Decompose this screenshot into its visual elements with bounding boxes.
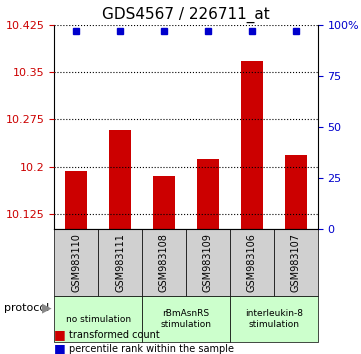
- Text: GSM983110: GSM983110: [71, 233, 81, 292]
- Text: no stimulation: no stimulation: [65, 314, 131, 324]
- Text: ■: ■: [54, 328, 66, 341]
- Text: GSM983107: GSM983107: [291, 233, 301, 292]
- FancyBboxPatch shape: [230, 296, 318, 342]
- Text: interleukin-8
stimulation: interleukin-8 stimulation: [245, 309, 303, 329]
- Text: ▶: ▶: [42, 302, 51, 314]
- FancyBboxPatch shape: [142, 229, 186, 296]
- Text: GSM983111: GSM983111: [115, 233, 125, 292]
- FancyBboxPatch shape: [186, 229, 230, 296]
- Text: transformed count: transformed count: [69, 330, 159, 339]
- Text: GSM983106: GSM983106: [247, 233, 257, 292]
- Title: GDS4567 / 226711_at: GDS4567 / 226711_at: [102, 7, 270, 23]
- Bar: [241, 61, 263, 229]
- FancyBboxPatch shape: [54, 229, 98, 296]
- Bar: [65, 171, 87, 229]
- Bar: [285, 155, 307, 229]
- FancyBboxPatch shape: [230, 229, 274, 296]
- FancyBboxPatch shape: [274, 229, 318, 296]
- Text: ■: ■: [54, 342, 66, 354]
- Text: percentile rank within the sample: percentile rank within the sample: [69, 344, 234, 354]
- Text: protocol: protocol: [4, 303, 49, 313]
- Text: GSM983108: GSM983108: [159, 233, 169, 292]
- Bar: [109, 130, 131, 229]
- FancyBboxPatch shape: [98, 229, 142, 296]
- Text: rBmAsnRS
stimulation: rBmAsnRS stimulation: [160, 309, 212, 329]
- Bar: [197, 159, 219, 229]
- FancyBboxPatch shape: [54, 296, 142, 342]
- FancyBboxPatch shape: [142, 296, 230, 342]
- Text: GSM983109: GSM983109: [203, 233, 213, 292]
- Bar: [153, 176, 175, 229]
